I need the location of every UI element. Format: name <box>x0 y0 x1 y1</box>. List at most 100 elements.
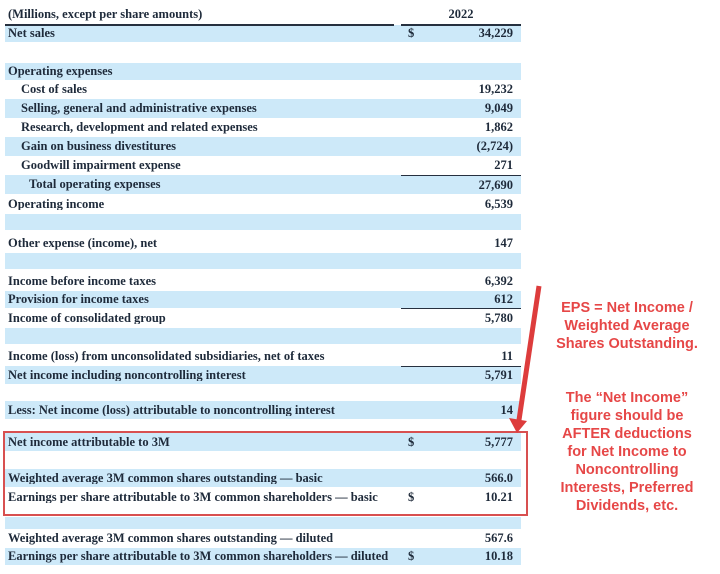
row-spacer <box>5 214 521 230</box>
row-value-area: $10.18 <box>401 548 521 565</box>
table-row: Cost of sales 19,232 <box>5 80 521 99</box>
table-row: Operating income 6,539 <box>5 194 521 214</box>
row-label: Weighted average 3M common shares outsta… <box>8 471 323 485</box>
row-value-area: 27,690 <box>401 174 521 195</box>
table-row: Earnings per share attributable to 3M co… <box>5 548 521 565</box>
row-value: 147 <box>494 236 513 251</box>
table-row: Selling, general and administrative expe… <box>5 99 521 118</box>
row-label: Net income attributable to 3M <box>8 435 170 449</box>
row-label: Provision for income taxes <box>8 293 149 306</box>
table-row: Gain on business divestitures (2,724) <box>5 137 521 156</box>
row-value: 9,049 <box>484 101 513 116</box>
year-label: 2022 <box>448 6 474 21</box>
row-value-area: 6,539 <box>401 194 521 214</box>
row-value: 5,777 <box>484 434 513 449</box>
row-value-area: $5,777 <box>401 433 521 451</box>
row-value-area: 566.0 <box>401 469 521 487</box>
row-value-area: 11 <box>401 347 521 366</box>
row-label: Net income including noncontrolling inte… <box>8 368 246 382</box>
row-spacer <box>5 42 521 63</box>
annotation-paragraph-2: The “Net Income” figure should be AFTER … <box>560 390 694 514</box>
row-label: Cost of sales <box>21 83 87 96</box>
table-row: Research, development and related expens… <box>5 118 521 137</box>
row-label: Earnings per share attributable to 3M co… <box>8 490 378 504</box>
row-spacer <box>5 328 521 344</box>
row-value-area: (2,724) <box>401 137 521 156</box>
row-spacer <box>5 451 521 469</box>
table-row: Income of consolidated group 5,780 <box>5 307 521 329</box>
dollar-sign: $ <box>408 489 415 504</box>
table-row: Total operating expenses 27,690 <box>5 174 521 195</box>
row-label: Research, development and related expens… <box>21 121 258 134</box>
row-value: 6,539 <box>484 196 513 211</box>
table-row: Net income attributable to 3M $5,777 <box>5 433 521 451</box>
table-row: Goodwill impairment expense 271 <box>5 156 521 175</box>
table-row: Weighted average 3M common shares outsta… <box>5 469 521 487</box>
table-row: Other expense (income), net 147 <box>5 234 521 253</box>
row-label: Total operating expenses <box>29 178 161 191</box>
row-spacer <box>5 230 521 234</box>
row-value: 566.0 <box>484 470 513 485</box>
row-label: Earnings per share attributable to 3M co… <box>8 550 389 563</box>
row-label: Operating income <box>8 197 105 211</box>
row-value-area: $34,229 <box>401 25 521 42</box>
row-label: Weighted average 3M common shares outsta… <box>8 532 334 545</box>
row-value-area: 19,232 <box>401 80 521 99</box>
row-label: Selling, general and administrative expe… <box>21 102 257 115</box>
row-value-area: $10.21 <box>401 487 521 507</box>
row-value: 19,232 <box>478 82 513 97</box>
row-value: 34,229 <box>478 26 513 41</box>
row-value: 271 <box>494 158 513 173</box>
row-value-area: 612 <box>401 291 521 308</box>
row-label: Goodwill impairment expense <box>21 159 181 172</box>
row-label: Gain on business divestitures <box>21 140 177 153</box>
row-label: Net sales <box>8 27 55 40</box>
row-spacer <box>5 344 521 347</box>
table-row: Weighted average 3M common shares outsta… <box>5 529 521 548</box>
row-label: Income of consolidated group <box>8 311 166 325</box>
annotation-note: EPS = Net Income / Weighted Average Shar… <box>541 281 713 551</box>
row-value-area <box>401 63 521 80</box>
row-spacer <box>5 517 521 529</box>
table-row: Provision for income taxes 612 <box>5 291 521 308</box>
row-value: 5,780 <box>484 311 513 326</box>
row-value-area: 567.6 <box>401 529 521 548</box>
row-spacer <box>5 253 521 269</box>
row-value: 5,791 <box>484 368 513 383</box>
row-value-area: 5,791 <box>401 365 521 385</box>
row-value-area: 9,049 <box>401 99 521 118</box>
row-value-area: 271 <box>401 156 521 175</box>
row-label: Other expense (income), net <box>8 237 158 250</box>
row-value: (2,724) <box>476 139 513 154</box>
row-value-area: 1,862 <box>401 118 521 137</box>
row-label: Income (loss) from unconsolidated subsid… <box>8 350 325 363</box>
table-header-row: (Millions, except per share amounts) 202… <box>5 4 521 26</box>
row-value: 10.21 <box>484 489 513 504</box>
table-row: Net income including noncontrolling inte… <box>5 365 521 385</box>
row-value: 10.18 <box>484 549 513 564</box>
income-statement: (Millions, except per share amounts) 202… <box>5 5 521 565</box>
units-note: (Millions, except per share amounts) <box>5 4 394 26</box>
row-label: Operating expenses <box>8 65 113 78</box>
row-value: 567.6 <box>484 531 513 546</box>
row-value: 6,392 <box>484 274 513 289</box>
row-spacer <box>5 384 521 401</box>
row-value: 612 <box>494 292 513 307</box>
row-value-area: 147 <box>401 234 521 253</box>
row-spacer <box>5 269 521 272</box>
dollar-sign: $ <box>408 549 415 564</box>
row-value: 1,862 <box>484 120 513 135</box>
row-value: 14 <box>500 402 514 417</box>
row-value: 27,690 <box>478 177 513 192</box>
table-row: Earnings per share attributable to 3M co… <box>5 487 521 507</box>
table-row: Less: Net income (loss) attributable to … <box>5 401 521 419</box>
table-row: Income (loss) from unconsolidated subsid… <box>5 347 521 366</box>
dollar-sign: $ <box>408 26 415 41</box>
row-value: 11 <box>501 349 513 364</box>
row-label: Less: Net income (loss) attributable to … <box>8 403 335 417</box>
row-value-area: 5,780 <box>401 307 521 329</box>
year-column-header: 2022 <box>401 4 521 26</box>
row-spacer <box>5 419 521 433</box>
row-value-area: 14 <box>401 401 521 419</box>
